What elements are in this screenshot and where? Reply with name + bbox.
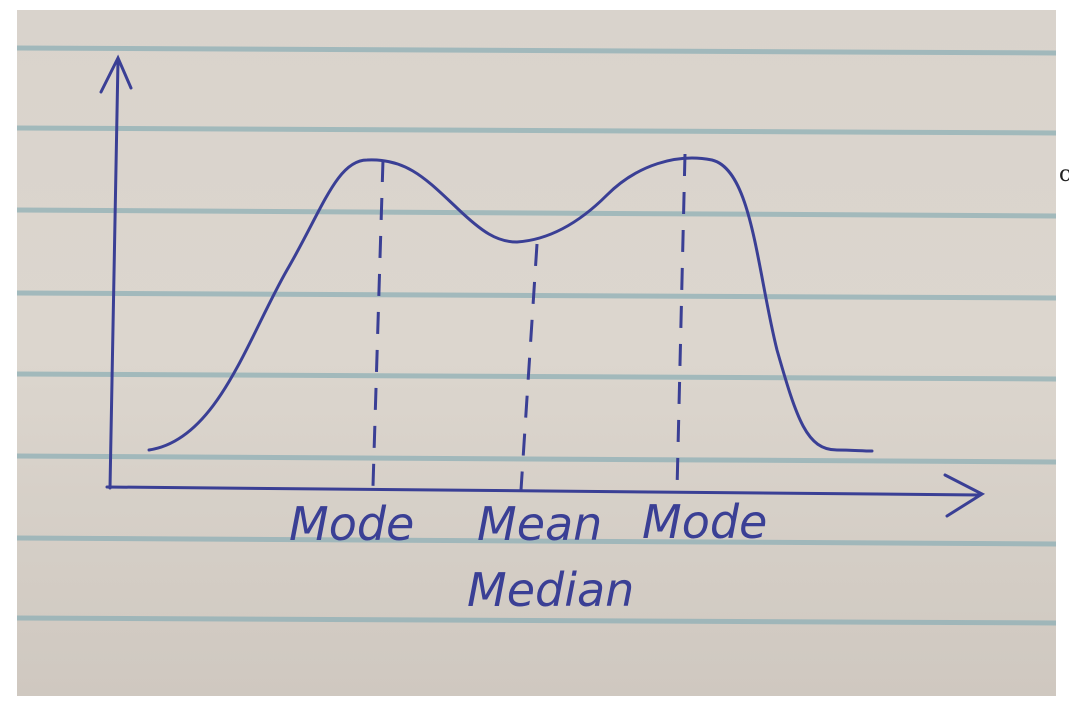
y-axis-arrow xyxy=(99,54,133,94)
rule-line xyxy=(17,207,1056,219)
rule-line xyxy=(17,371,1056,382)
mode-right-dashed-line xyxy=(675,153,687,491)
x-axis xyxy=(105,485,982,497)
x-axis-arrow xyxy=(943,473,986,518)
rule-line xyxy=(17,453,1056,465)
edge-text: c xyxy=(1059,162,1069,187)
rule-line xyxy=(17,125,1056,136)
notebook-paper: Mode Mean Mode Median xyxy=(17,10,1056,696)
label-mode-left: Mode xyxy=(289,497,414,551)
rule-line xyxy=(17,535,1056,547)
label-mode-right: Mode xyxy=(642,495,767,549)
rule-line xyxy=(17,45,1056,56)
label-mean: Mean xyxy=(477,497,602,551)
rule-line xyxy=(17,615,1056,626)
distribution-curve xyxy=(147,156,874,453)
ruled-lines xyxy=(17,45,1056,626)
label-median: Median xyxy=(467,563,634,617)
mean-median-dashed-line xyxy=(519,243,539,491)
bimodal-distribution-sketch: Mode Mean Mode Median xyxy=(17,45,1056,626)
y-axis xyxy=(108,58,120,490)
mode-left-dashed-line xyxy=(371,159,385,487)
rule-line xyxy=(17,290,1056,301)
